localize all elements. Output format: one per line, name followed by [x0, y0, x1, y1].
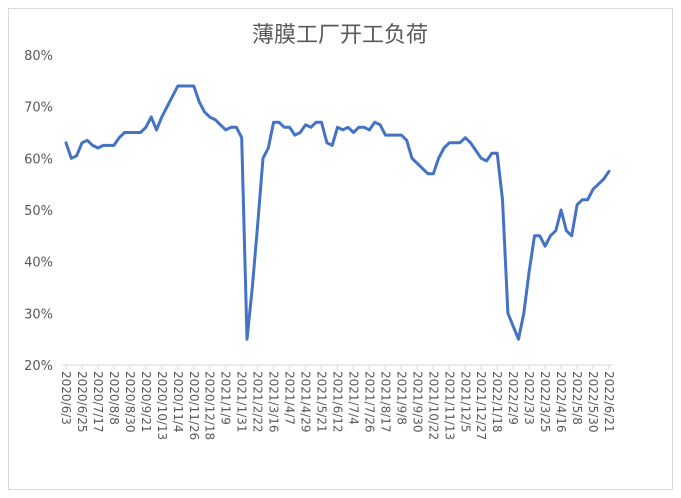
- x-tick-label: 2022/3/25: [538, 371, 552, 433]
- x-tick-label: 2021/1/9: [219, 371, 233, 425]
- x-tick-label: 2020/6/3: [59, 371, 73, 425]
- x-tick-label: 2021/4/7: [283, 371, 297, 425]
- x-tick-label: 2021/12/27: [474, 371, 488, 440]
- x-tick-label: 2020/8/8: [107, 371, 121, 425]
- x-tick-label: 2022/2/9: [506, 371, 520, 425]
- x-tick-label: 2020/7/17: [91, 371, 105, 433]
- x-tick-label: 2020/11/26: [187, 371, 201, 440]
- x-tick-label: 2021/7/26: [362, 371, 376, 433]
- x-tick-label: 2020/10/13: [155, 371, 169, 440]
- x-tick-label: 2020/9/21: [139, 371, 153, 433]
- y-tick-label: 30%: [24, 307, 53, 322]
- x-tick-label: 2021/4/29: [299, 371, 313, 433]
- x-tick-label: 2020/8/30: [123, 371, 137, 433]
- x-tick-label: 2022/4/16: [554, 371, 568, 433]
- y-tick-label: 80%: [24, 49, 53, 64]
- x-tick-label: 2020/11/4: [171, 371, 185, 433]
- x-tick-label: 2021/9/30: [410, 371, 424, 433]
- x-tick-label: 2021/2/22: [251, 371, 265, 433]
- x-tick-label: 2022/3/3: [522, 371, 536, 425]
- y-tick-label: 40%: [24, 256, 53, 271]
- x-tick-label: 2021/12/5: [458, 371, 472, 433]
- y-tick-label: 20%: [24, 359, 53, 374]
- x-tick-label: 2021/8/17: [378, 371, 392, 433]
- x-tick-label: 2021/11/13: [442, 371, 456, 440]
- x-tick-label: 2020/12/18: [203, 371, 217, 440]
- x-tick-label: 2021/3/16: [267, 371, 281, 433]
- x-tick-label: 2020/6/25: [75, 371, 89, 433]
- chart-border: [8, 8, 673, 490]
- x-tick-label: 2022/1/18: [490, 371, 504, 433]
- data-line: [64, 84, 611, 341]
- y-tick-label: 70%: [24, 101, 53, 116]
- x-tick-label: 2021/5/21: [315, 371, 329, 433]
- chart-title: 薄膜工厂开工负荷: [252, 23, 428, 48]
- x-tick-label: 2022/6/21: [602, 371, 616, 433]
- x-tick-label: 2021/7/4: [346, 371, 360, 425]
- x-tick-label: 2022/5/30: [586, 371, 600, 433]
- x-tick-label: 2021/10/22: [426, 371, 440, 440]
- x-tick-label: 2021/9/8: [394, 371, 408, 425]
- y-tick-label: 60%: [24, 152, 53, 167]
- y-tick-label: 50%: [24, 204, 53, 219]
- x-tick-label: 2021/1/31: [235, 371, 249, 433]
- x-tick-label: 2021/6/12: [331, 371, 345, 433]
- x-tick-label: 2022/5/8: [570, 371, 584, 425]
